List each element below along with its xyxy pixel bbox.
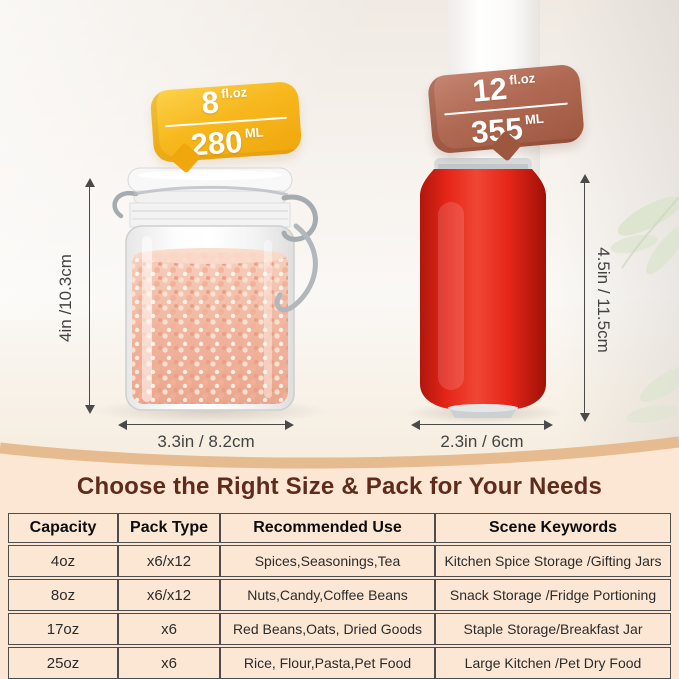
cell-scene-keywords: Staple Storage/Breakfast Jar — [435, 613, 671, 645]
jar-ml-unit: ML — [244, 124, 265, 141]
arrow-down-icon — [579, 413, 590, 422]
cell-capacity: 17oz — [8, 613, 118, 645]
can-oz-unit: fl.oz — [508, 70, 536, 88]
table-row: 25oz x6 Rice, Flour,Pasta,Pet Food Large… — [8, 647, 671, 679]
cell-capacity: 25oz — [8, 647, 118, 679]
cell-recommended-use: Rice, Flour,Pasta,Pet Food — [220, 647, 435, 679]
table-row: 8oz x6/x12 Nuts,Candy,Coffee Beans Snack… — [8, 579, 671, 611]
arrow-right-icon — [285, 419, 294, 430]
cell-pack-type: x6/x12 — [118, 545, 220, 577]
arrow-up-icon — [579, 174, 590, 183]
header-capacity: Capacity — [8, 513, 118, 543]
size-guide-table: Capacity Pack Type Recommended Use Scene… — [8, 511, 671, 679]
table-row: 4oz x6/x12 Spices,Seasonings,Tea Kitchen… — [8, 545, 671, 577]
cell-recommended-use: Spices,Seasonings,Tea — [220, 545, 435, 577]
can-ml-unit: ML — [524, 110, 545, 128]
table-row: 17oz x6 Red Beans,Oats, Dried Goods Stap… — [8, 613, 671, 645]
can-width-dimension-line — [411, 419, 553, 430]
can-height-dimension-line — [579, 174, 590, 422]
can-volume-oz: 12 — [471, 70, 509, 109]
cell-capacity: 4oz — [8, 545, 118, 577]
cell-scene-keywords: Large Kitchen /Pet Dry Food — [435, 647, 671, 679]
size-guide-title: Choose the Right Size & Pack for Your Ne… — [76, 473, 603, 500]
jar-height-label: 4in /10.3cm — [56, 254, 75, 342]
jar-oz-unit: fl.oz — [220, 84, 248, 102]
header-pack-type: Pack Type — [118, 513, 220, 543]
glass-jar-photo — [112, 167, 318, 411]
photo-section: 8fl.oz 280ML 12fl.oz 355ML 4in /10.3cm 4… — [0, 0, 679, 478]
arrow-right-icon — [544, 419, 553, 430]
arrow-left-icon — [118, 419, 127, 430]
soda-can-photo — [420, 158, 546, 418]
jar-width-label: 3.3in / 8.2cm — [157, 432, 255, 451]
jar-volume-callout: 8fl.oz 280ML — [149, 80, 303, 174]
can-volume-callout: 12fl.oz 355ML — [426, 63, 586, 162]
cell-scene-keywords: Snack Storage /Fridge Portioning — [435, 579, 671, 611]
arrow-up-icon — [84, 178, 95, 187]
table-header-row: Capacity Pack Type Recommended Use Scene… — [8, 513, 671, 543]
header-scene-keywords: Scene Keywords — [435, 513, 671, 543]
header-recommended-use: Recommended Use — [220, 513, 435, 543]
cell-scene-keywords: Kitchen Spice Storage /Gifting Jars — [435, 545, 671, 577]
arrow-left-icon — [411, 419, 420, 430]
cell-recommended-use: Nuts,Candy,Coffee Beans — [220, 579, 435, 611]
jar-volume-oz: 8 — [200, 84, 220, 121]
cell-pack-type: x6 — [118, 613, 220, 645]
cell-pack-type: x6 — [118, 647, 220, 679]
cell-pack-type: x6/x12 — [118, 579, 220, 611]
jar-width-dimension-line — [118, 419, 294, 430]
can-width-label: 2.3in / 6cm — [440, 432, 524, 451]
cell-capacity: 8oz — [8, 579, 118, 611]
can-height-label: 4.5in / 11.5cm — [594, 247, 613, 353]
divider-arc — [0, 436, 679, 478]
arrow-down-icon — [84, 405, 95, 414]
jar-height-dimension-line — [84, 178, 95, 414]
cell-recommended-use: Red Beans,Oats, Dried Goods — [220, 613, 435, 645]
light-ray-decoration — [0, 0, 679, 320]
